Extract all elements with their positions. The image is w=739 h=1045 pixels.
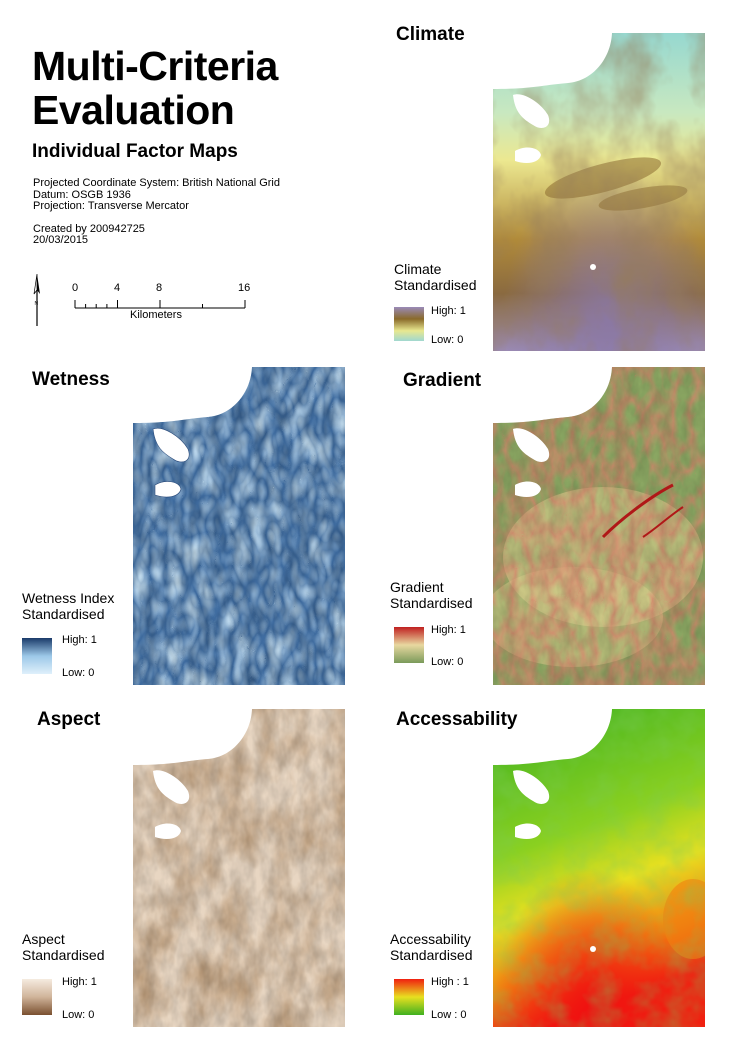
scale-tick-16: 16 (238, 282, 251, 294)
legend-title-aspect: Aspect Standardised (22, 931, 105, 963)
map-aspect (133, 709, 345, 1027)
map-gradient (493, 367, 705, 685)
panel-title-wetness: Wetness (32, 369, 110, 390)
legend-low-wetness: Low: 0 (62, 667, 95, 679)
map-accessability (493, 709, 705, 1027)
scale-bar-line (74, 300, 246, 309)
legend-low-climate: Low: 0 (431, 334, 464, 346)
scale-bar: 0 4 8 16 Kilometers (70, 282, 270, 322)
legend-low-aspect: Low: 0 (62, 1009, 95, 1021)
legend-ramp-aspect (22, 979, 52, 1015)
legend-title-climate: Climate Standardised (394, 261, 477, 293)
map-wetness (133, 367, 345, 685)
title-line-1: Multi-Criteria (32, 43, 278, 89)
legend-high-aspect: High: 1 (62, 976, 97, 988)
legend-high-climate: High: 1 (431, 305, 466, 317)
legend-low-accessability: Low : 0 (431, 1009, 467, 1021)
map-title: Multi-Criteria Evaluation (32, 44, 278, 132)
title-line-2: Evaluation (32, 87, 235, 133)
panel-title-climate: Climate (396, 24, 465, 45)
legend-ramp-accessability (394, 979, 424, 1015)
map-climate (493, 33, 705, 351)
legend-high-gradient: High: 1 (431, 624, 466, 636)
panel-title-aspect: Aspect (37, 709, 101, 730)
legend-ramp-gradient (394, 627, 424, 663)
svg-text:N: N (35, 301, 39, 307)
north-arrow-icon: N (33, 273, 40, 326)
legend-title-accessability: Accessability Standardised (390, 931, 473, 963)
scale-unit-label: Kilometers (130, 309, 182, 321)
legend-ramp-wetness (22, 638, 52, 674)
legend-ramp-climate (394, 307, 424, 341)
legend-high-wetness: High: 1 (62, 634, 97, 646)
coord-system-text: Projected Coordinate System: British Nat… (33, 177, 280, 189)
scale-tick-8: 8 (156, 282, 163, 294)
scale-tick-0: 0 (72, 282, 79, 294)
date-text: 20/03/2015 (33, 234, 89, 246)
legend-low-gradient: Low: 0 (431, 656, 464, 668)
created-by-text: Created by 200942725 (33, 222, 145, 235)
legend-high-accessability: High : 1 (431, 976, 469, 988)
panel-title-gradient: Gradient (403, 370, 482, 391)
legend-title-gradient: Gradient Standardised (390, 579, 473, 611)
scale-tick-4: 4 (114, 282, 121, 294)
panel-title-accessability: Accessability (396, 709, 518, 730)
legend-title-wetness: Wetness Index Standardised (22, 590, 115, 622)
map-metadata: Projected Coordinate System: British Nat… (33, 177, 280, 247)
datum-text: Datum: OSGB 1936 (33, 188, 131, 201)
map-subtitle: Individual Factor Maps (32, 141, 238, 162)
projection-text: Projection: Transverse Mercator (33, 200, 189, 212)
